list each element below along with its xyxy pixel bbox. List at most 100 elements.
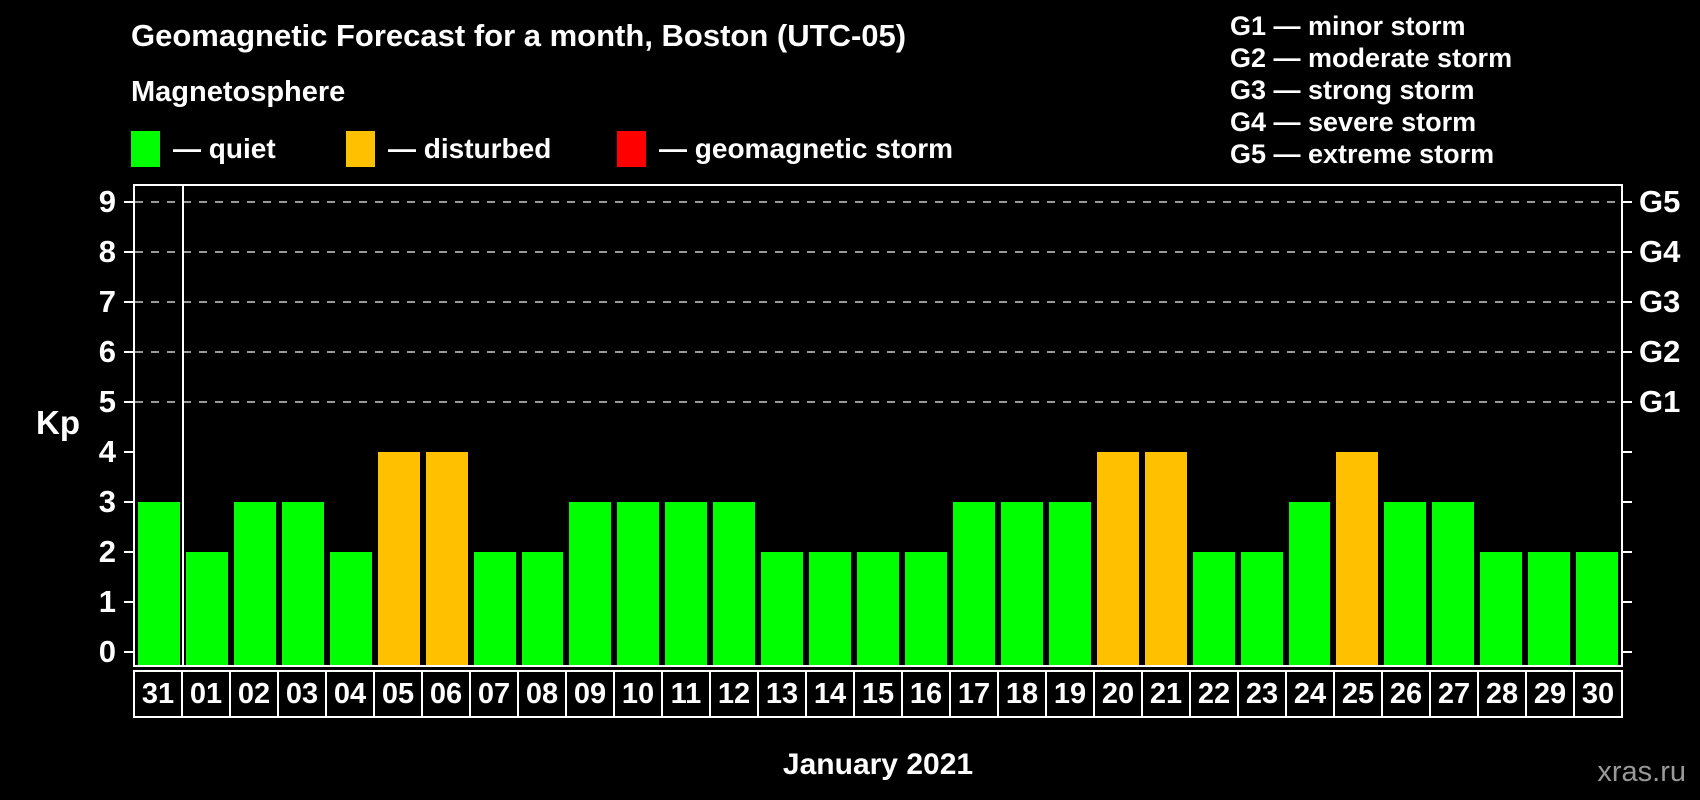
day-label-28: 28 — [1479, 672, 1527, 716]
bar-cell-05 — [375, 186, 423, 665]
bar-cell-25 — [1333, 186, 1381, 665]
legend-item-disturbed: — disturbed — [346, 129, 551, 169]
right-tick-kp-6 — [1623, 351, 1632, 353]
day-label-02: 02 — [231, 672, 279, 716]
day-label-16: 16 — [903, 672, 951, 716]
kp-bar-day-10 — [617, 502, 660, 665]
kp-bar-day-05 — [377, 452, 420, 665]
right-axis-label-g2: G2 — [1639, 334, 1681, 369]
day-label-11: 11 — [663, 672, 711, 716]
bar-cell-22 — [1190, 186, 1238, 665]
bar-cell-28 — [1477, 186, 1525, 665]
bar-cell-11 — [662, 186, 710, 665]
day-label-03: 03 — [279, 672, 327, 716]
x-axis-title: January 2021 — [782, 748, 974, 781]
right-tick-kp-1 — [1623, 601, 1632, 603]
right-tick-kp-5 — [1623, 401, 1632, 403]
gridline-kp-6 — [135, 351, 1621, 353]
y-axis-label-8: 8 — [98, 234, 116, 269]
legend-label: — disturbed — [388, 133, 552, 164]
day-label-14: 14 — [807, 672, 855, 716]
magnetosphere-legend-title: Magnetosphere — [131, 76, 346, 108]
g-legend-line-4: G4 — severe storm — [1230, 107, 1477, 137]
day-label-26: 26 — [1383, 672, 1431, 716]
y-axis-title: Kp — [36, 404, 80, 441]
bar-cell-03 — [279, 186, 327, 665]
kp-bar-day-28 — [1480, 552, 1523, 665]
kp-bar-day-04 — [329, 552, 372, 665]
left-tick-kp-2 — [124, 551, 133, 553]
y-axis-label-2: 2 — [98, 534, 116, 569]
bar-cell-24 — [1286, 186, 1334, 665]
kp-bar-day-07 — [473, 552, 516, 665]
bar-cell-04 — [327, 186, 375, 665]
kp-bar-day-14 — [809, 552, 852, 665]
bar-cell-10 — [614, 186, 662, 665]
day-label-13: 13 — [759, 672, 807, 716]
right-tick-kp-8 — [1623, 251, 1632, 253]
legend-label: — quiet — [173, 133, 276, 164]
x-axis-day-labels: 31 01 02 03 04 05 06 07 08 09 10 11 12 13 14 15 16 17 18 19… — [133, 670, 1623, 718]
kp-bar-day-17 — [952, 502, 995, 665]
right-tick-kp-0 — [1623, 651, 1632, 653]
gridline-kp-5 — [135, 401, 1621, 403]
gridline-kp-9 — [135, 201, 1621, 203]
day-label-17: 17 — [951, 672, 999, 716]
day-label-27: 27 — [1431, 672, 1479, 716]
bar-cell-27 — [1429, 186, 1477, 665]
right-tick-kp-7 — [1623, 301, 1632, 303]
right-axis-label-g3: G3 — [1639, 284, 1681, 319]
kp-bar-day-15 — [857, 552, 899, 665]
disturbed-color-swatch — [346, 131, 375, 167]
bar-cell-20 — [1094, 186, 1142, 665]
kp-bar-day-29 — [1528, 552, 1571, 665]
kp-bar-day-30 — [1576, 552, 1619, 665]
kp-bar-day-08 — [521, 552, 564, 665]
kp-bar-day-20 — [1096, 452, 1139, 665]
kp-bar-day-23 — [1240, 552, 1283, 665]
quiet-color-swatch — [131, 131, 160, 167]
kp-bar-day-02 — [233, 502, 276, 665]
kp-bar-day-12 — [713, 502, 756, 665]
y-axis-label-6: 6 — [98, 334, 116, 369]
bar-cell-18 — [998, 186, 1046, 665]
kp-bar-day-21 — [1144, 452, 1187, 665]
day-label-23: 23 — [1239, 672, 1287, 716]
bar-cell-02 — [231, 186, 279, 665]
left-tick-kp-7 — [124, 301, 133, 303]
bar-cell-19 — [1046, 186, 1094, 665]
day-label-04: 04 — [327, 672, 375, 716]
left-tick-kp-6 — [124, 351, 133, 353]
gridline-kp-7 — [135, 301, 1621, 303]
right-tick-kp-2 — [1623, 551, 1632, 553]
day-label-07: 07 — [471, 672, 519, 716]
bar-cell-21 — [1142, 186, 1190, 665]
chart-title: Geomagnetic Forecast for a month, Boston… — [131, 18, 907, 53]
day-label-01: 01 — [183, 672, 231, 716]
y-axis-label-4: 4 — [98, 434, 116, 469]
kp-bar-day-13 — [761, 552, 804, 665]
left-tick-kp-0 — [124, 651, 133, 653]
month-separator-line — [181, 186, 184, 665]
day-label-29: 29 — [1527, 672, 1575, 716]
kp-bar-day-11 — [665, 502, 708, 665]
storm-color-swatch — [617, 131, 646, 167]
y-axis-label-1: 1 — [98, 584, 116, 619]
day-label-15: 15 — [855, 672, 903, 716]
bar-cell-09 — [566, 186, 614, 665]
right-axis-label-g5: G5 — [1639, 184, 1681, 219]
watermark: xras.ru — [1597, 756, 1686, 788]
day-label-06: 06 — [423, 672, 471, 716]
bar-cell-31 — [135, 186, 183, 665]
left-tick-kp-3 — [124, 501, 133, 503]
day-label-21: 21 — [1143, 672, 1191, 716]
day-label-30: 30 — [1581, 677, 1615, 710]
left-tick-kp-4 — [124, 451, 133, 453]
y-axis-label-9: 9 — [98, 184, 116, 219]
y-axis-label-3: 3 — [98, 484, 116, 519]
kp-bar-day-03 — [281, 502, 324, 665]
day-label-20: 20 — [1095, 672, 1143, 716]
kp-bar-day-16 — [905, 552, 947, 665]
legend-item-quiet: — quiet — [131, 129, 276, 169]
